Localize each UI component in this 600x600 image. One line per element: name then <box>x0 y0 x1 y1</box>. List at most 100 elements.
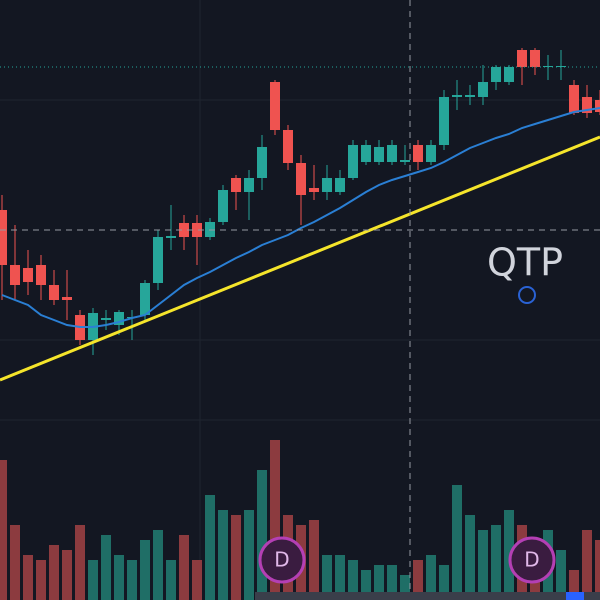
volume-bar <box>114 555 124 600</box>
volume-bar <box>257 470 267 600</box>
candle <box>270 80 280 135</box>
candle <box>140 280 150 320</box>
candle <box>36 255 46 300</box>
candle <box>218 185 228 225</box>
volume-bar <box>62 550 72 600</box>
candle <box>361 140 371 165</box>
volume-bar <box>400 575 410 600</box>
candle-body <box>10 265 20 285</box>
volume-bar <box>491 525 501 600</box>
candle-body <box>582 97 592 113</box>
candle-body <box>491 67 501 82</box>
candle <box>23 250 33 295</box>
candle <box>10 225 20 300</box>
event-circle[interactable] <box>258 536 306 584</box>
volume-bar <box>335 555 345 600</box>
candle-body <box>322 178 332 192</box>
event-label: D <box>274 548 289 572</box>
candle-body <box>309 188 319 192</box>
candle <box>569 80 579 115</box>
candle-body <box>569 85 579 113</box>
candle <box>62 270 72 320</box>
candle <box>387 140 397 165</box>
volume-bar <box>478 530 488 600</box>
candle-body <box>361 145 371 162</box>
candle <box>296 155 306 225</box>
candle <box>465 85 475 105</box>
candle <box>504 65 514 85</box>
volume-bar <box>127 560 137 600</box>
volume-bar <box>387 565 397 600</box>
volume-bar <box>465 515 475 600</box>
candle-body <box>270 82 280 130</box>
volume-bar <box>556 550 566 600</box>
candle-body <box>231 178 241 192</box>
candle-body <box>49 285 59 300</box>
volume-bar <box>322 555 332 600</box>
candle-body <box>140 283 150 315</box>
volume-bar <box>23 555 33 600</box>
volume-bar <box>374 565 384 600</box>
candle <box>101 310 111 330</box>
event-badge[interactable]: D <box>508 536 556 584</box>
event-circle[interactable] <box>508 536 556 584</box>
candle-body <box>257 147 267 178</box>
volume-bar <box>309 520 319 600</box>
volume-bar <box>166 560 176 600</box>
candle-body <box>426 145 436 162</box>
volume-bar <box>88 560 98 600</box>
volume-bar <box>218 510 228 600</box>
event-label: D <box>524 548 539 572</box>
candle <box>244 170 254 220</box>
volume-layer <box>0 440 600 600</box>
candle <box>426 140 436 165</box>
volume-bar <box>75 525 85 600</box>
candle <box>283 125 293 170</box>
candle-body <box>62 297 72 300</box>
moving-average-line <box>1 107 600 328</box>
candle-body <box>179 223 189 237</box>
candle <box>0 195 7 300</box>
scrollbar-thumb[interactable] <box>566 592 584 600</box>
candle <box>348 140 358 180</box>
candle-body <box>348 145 358 178</box>
candle-body <box>465 95 475 97</box>
marker-circle[interactable] <box>518 286 536 304</box>
volume-bar <box>192 560 202 600</box>
candle <box>153 230 163 290</box>
candle <box>257 135 267 190</box>
candle-body <box>218 190 228 222</box>
volume-bar <box>49 545 59 600</box>
candle <box>478 65 488 105</box>
candle-body <box>296 163 306 195</box>
candle <box>517 48 527 85</box>
candle <box>595 90 600 115</box>
volume-bar <box>101 535 111 600</box>
candle <box>231 175 241 210</box>
candle <box>491 65 501 90</box>
scrollbar[interactable] <box>255 592 600 600</box>
candle-body <box>335 178 345 192</box>
volume-bar <box>361 570 371 600</box>
candle-body <box>153 237 163 283</box>
candle-body <box>0 210 7 265</box>
candle <box>452 80 462 110</box>
line-layer <box>0 107 600 382</box>
candle <box>439 90 449 150</box>
candle-body <box>166 236 176 238</box>
candle-body <box>283 130 293 163</box>
candle-body <box>387 145 397 162</box>
volume-bar <box>348 560 358 600</box>
candle-body <box>413 145 423 162</box>
candle-body <box>439 97 449 145</box>
candle-body <box>530 50 540 67</box>
volume-bar <box>452 485 462 600</box>
volume-bar <box>205 495 215 600</box>
candle-body <box>23 268 33 282</box>
volume-bar <box>244 510 254 600</box>
candle-body <box>478 82 488 97</box>
candle <box>413 140 423 170</box>
event-badge[interactable]: D <box>258 536 306 584</box>
candle <box>582 85 592 118</box>
volume-bar <box>270 440 280 600</box>
